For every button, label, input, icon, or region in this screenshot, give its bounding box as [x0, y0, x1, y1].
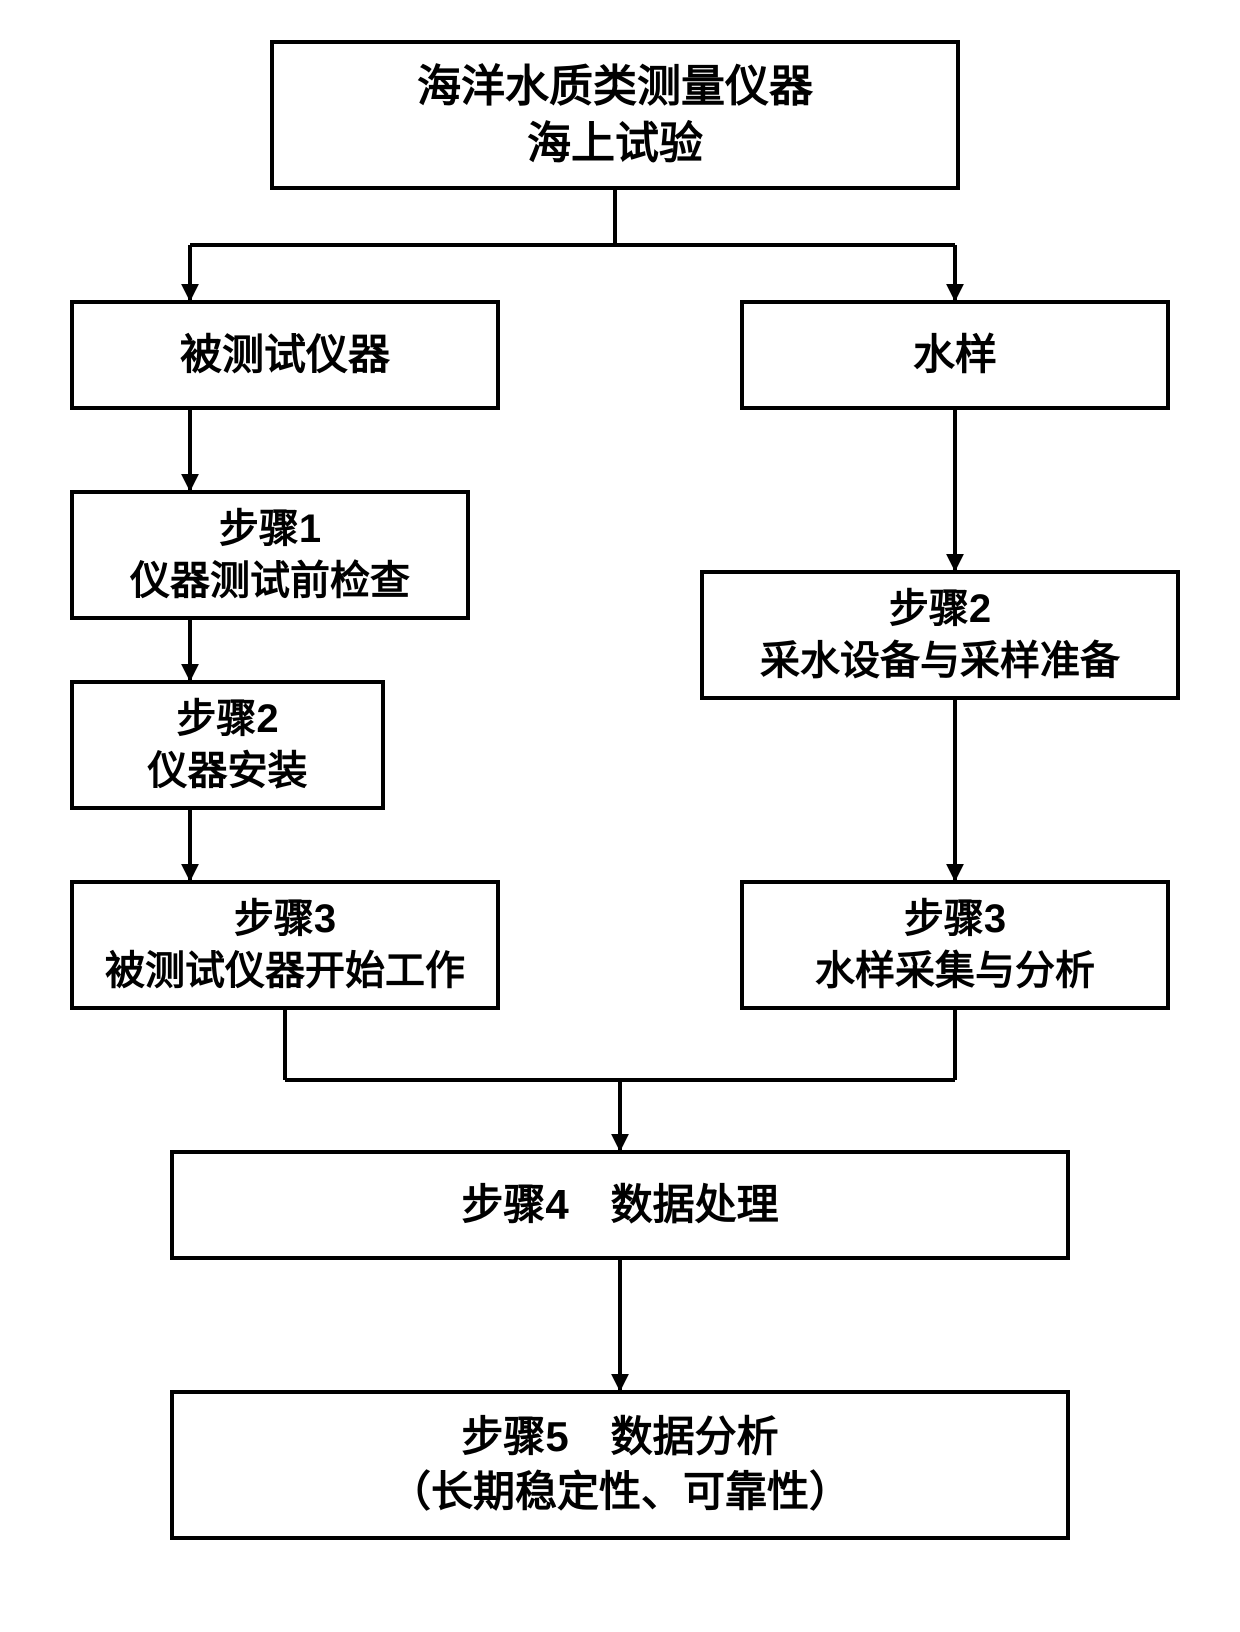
flowchart-connectors: [0, 0, 1240, 1632]
